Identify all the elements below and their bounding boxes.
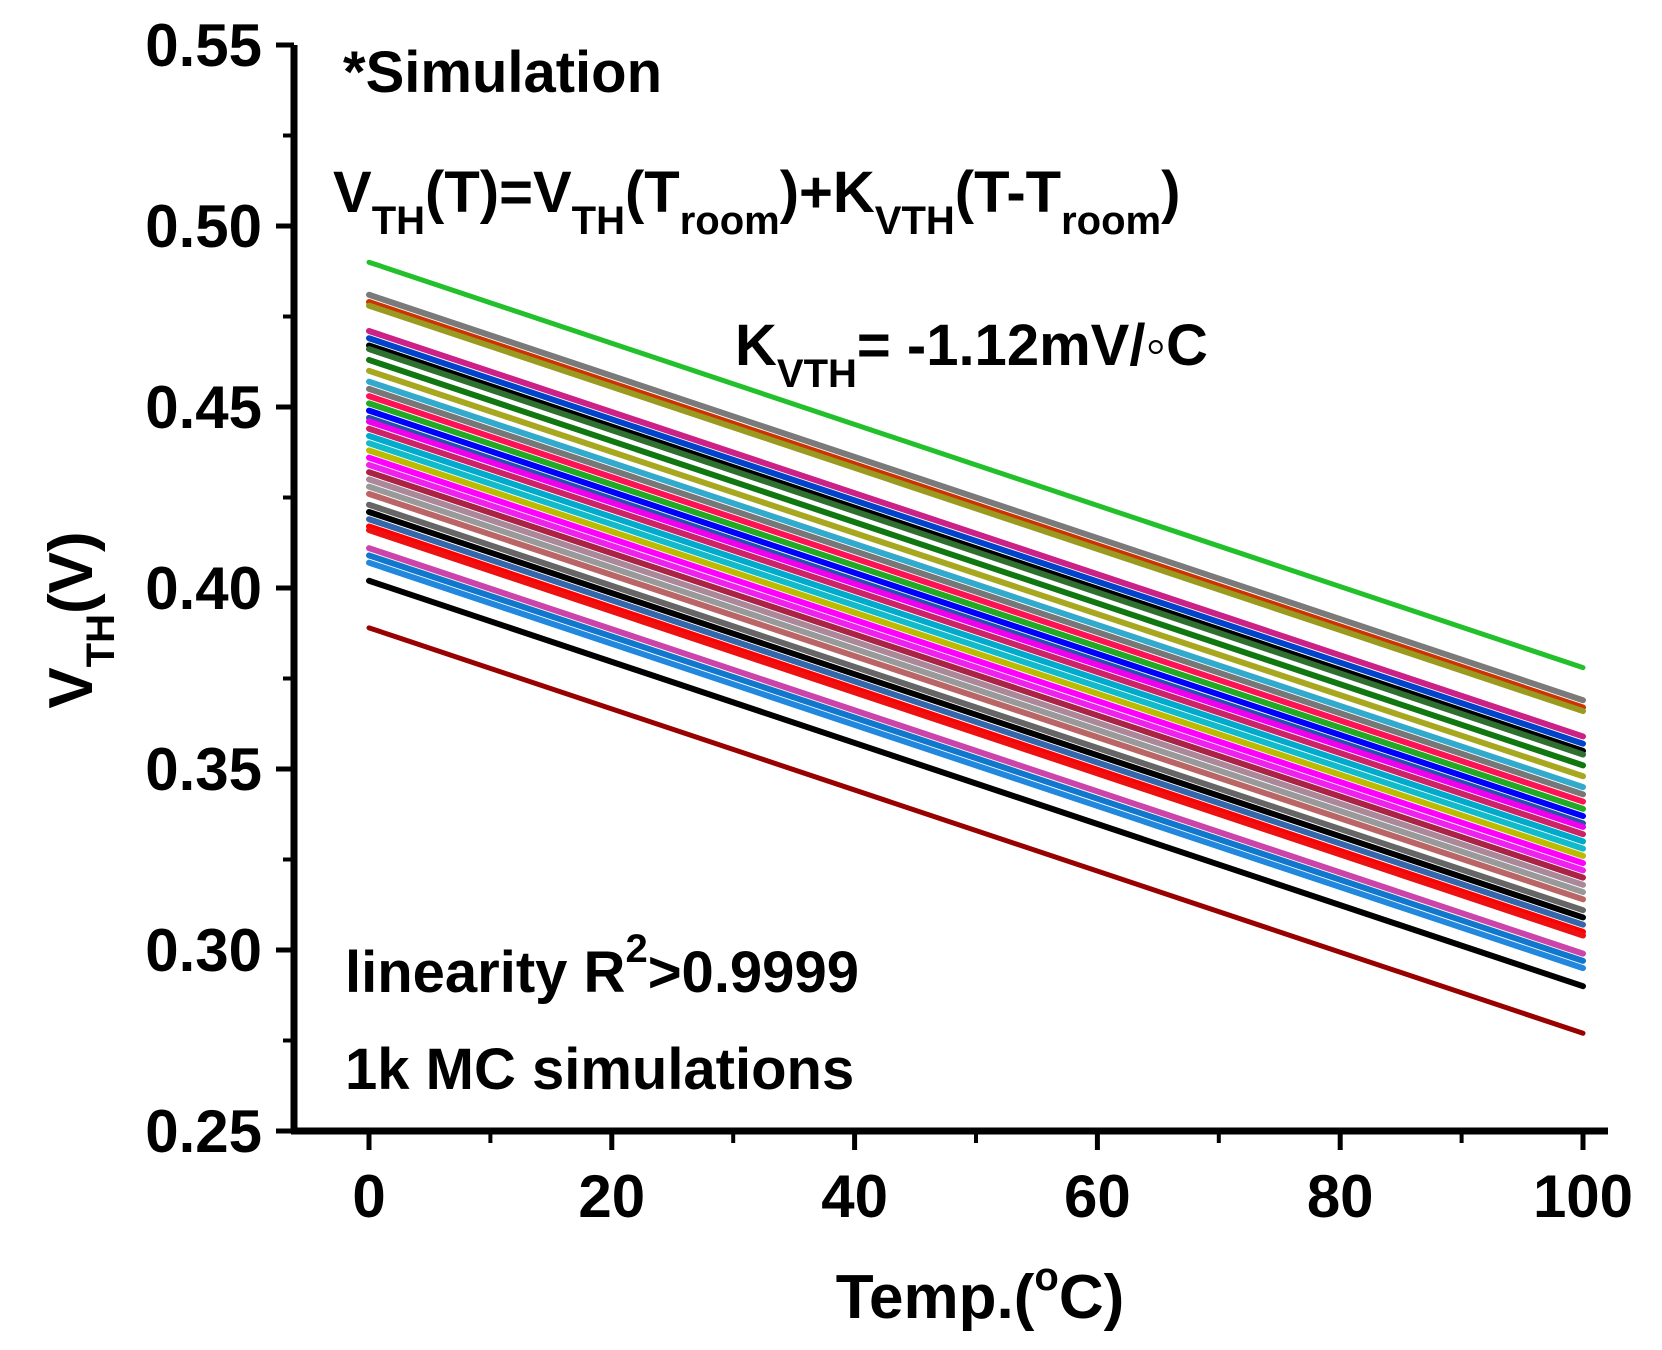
y-tick-label: 0.45 (145, 374, 262, 441)
y-tick-label: 0.25 (145, 1098, 262, 1165)
series-line-31 (366, 523, 1586, 935)
kvth-main: K (735, 313, 777, 378)
series-line-28 (366, 501, 1586, 914)
series-line-19 (366, 432, 1586, 845)
series-line-5 (366, 327, 1586, 740)
series-line-7 (366, 342, 1586, 754)
eq-sub: TH (372, 199, 425, 243)
y-tick-label: 0.55 (145, 12, 262, 79)
x-tick-label: 20 (578, 1163, 645, 1230)
kvth-value: = -1.12mV/◦C (857, 313, 1208, 378)
mc-annotation: 1k MC simulations (345, 1037, 854, 1102)
series-line-32 (366, 527, 1586, 939)
x-title-main: Temp.( (836, 1263, 1035, 1332)
x-tick-label: 40 (821, 1163, 888, 1230)
series-line-17 (366, 418, 1586, 830)
x-ticks: 0 20 40 60 80 100 (352, 1131, 1633, 1230)
eq-part: (T)=V (425, 160, 572, 225)
eq-sub: room (1061, 199, 1161, 243)
series-line-6 (366, 335, 1586, 747)
linearity-value: >0.9999 (648, 940, 859, 1005)
simulation-note: *Simulation (343, 40, 662, 105)
series-line-15 (366, 407, 1586, 820)
x-tick-label: 0 (352, 1163, 385, 1230)
y-tick-label: 0.35 (145, 736, 262, 803)
y-axis-title: VTH(V) (37, 531, 123, 708)
x-title-sup: o (1034, 1255, 1058, 1299)
linearity-sup: 2 (625, 927, 647, 971)
series-line-11 (366, 378, 1586, 791)
series-line-14 (366, 400, 1586, 812)
series-line-4 (366, 302, 1586, 715)
series-line-12 (366, 385, 1586, 798)
series-line-16 (366, 414, 1586, 827)
kvth-annotation: KVTH= -1.12mV/◦C (735, 313, 1208, 396)
linearity-annotation: linearity R2>0.9999 (345, 927, 859, 1005)
series-line-36 (366, 577, 1586, 990)
series-line-25 (366, 476, 1586, 888)
series-line-29 (366, 508, 1586, 921)
series-line-2 (366, 291, 1586, 704)
eq-sub: VTH (875, 199, 955, 243)
series-line-3 (366, 299, 1586, 711)
series-line-24 (366, 469, 1586, 881)
series-line-35 (366, 559, 1586, 972)
x-tick-label: 60 (1064, 1163, 1131, 1230)
x-axis-title: Temp.(oC) (836, 1255, 1124, 1332)
y-tick-label: 0.50 (145, 193, 262, 260)
y-title-main: V (37, 667, 106, 708)
y-title-sub: TH (79, 614, 123, 667)
series-line-9 (366, 356, 1586, 769)
series-line-1 (366, 259, 1586, 671)
eq-part: ) (1161, 160, 1180, 225)
eq-sub: room (680, 199, 780, 243)
x-tick-label: 100 (1533, 1163, 1633, 1230)
series-line-13 (366, 393, 1586, 805)
series-line-30 (366, 516, 1586, 928)
linearity-text: linearity R (345, 940, 625, 1005)
y-ticks: 0.25 0.30 0.35 0.40 0.45 0.50 0.55 (145, 12, 294, 1165)
series-line-34 (366, 552, 1586, 964)
y-tick-label: 0.30 (145, 917, 262, 984)
eq-sub: TH (572, 199, 625, 243)
series-line-20 (366, 440, 1586, 852)
eq-part: V (333, 160, 372, 225)
equation-annotation: VTH(T)=VTH(Troom)+KVTH(T-Troom) (333, 160, 1180, 243)
x-title-end: C) (1059, 1263, 1124, 1332)
y-tick-label: 0.40 (145, 555, 262, 622)
series-line-37 (366, 625, 1586, 1036)
eq-part: (T (625, 160, 680, 225)
x-tick-label: 80 (1307, 1163, 1374, 1230)
series-line-18 (366, 425, 1586, 838)
kvth-sub: VTH (777, 352, 857, 396)
series-line-22 (366, 454, 1586, 867)
series-line-23 (366, 461, 1586, 874)
eq-part: (T-T (955, 160, 1061, 225)
series-line-27 (366, 490, 1586, 903)
series-line-10 (366, 367, 1586, 780)
eq-part: )+K (780, 160, 875, 225)
series-line-8 (366, 346, 1586, 758)
series-line-21 (366, 447, 1586, 859)
series-line-33 (366, 545, 1586, 957)
series-line-26 (366, 483, 1586, 896)
series-lines (366, 259, 1586, 1036)
y-title-end: (V) (37, 531, 106, 614)
